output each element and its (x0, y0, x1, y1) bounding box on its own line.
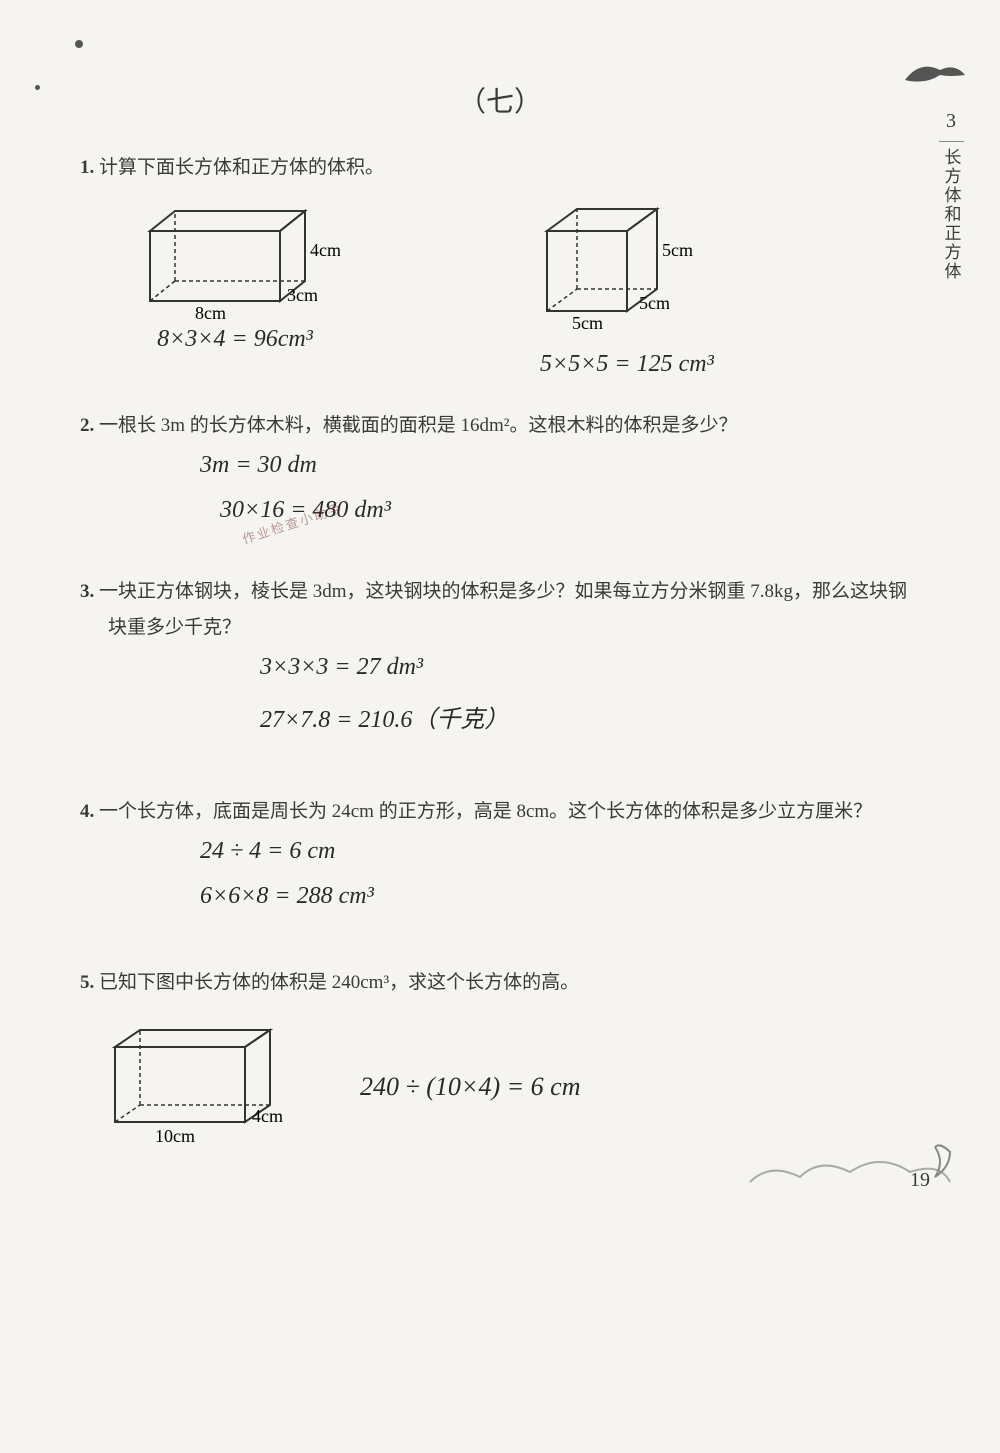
problem-4: 4. 一个长方体，底面是周长为 24cm 的正方形，高是 8cm。这个长方体的体… (80, 794, 920, 910)
bird-decoration (900, 55, 970, 95)
dim-d: 3cm (287, 285, 318, 305)
chapter-tab: 3 长方体和正方体 (937, 110, 965, 286)
dim-h: 5cm (662, 240, 693, 260)
handwritten-work: 27×7.8 = 210.6（千克） (260, 699, 920, 734)
problem-3: 3. 一块正方体钢块，棱长是 3dm，这块钢块的体积是多少？如果每立方分米钢重 … (80, 574, 920, 734)
problem-text: 3. 一块正方体钢块，棱长是 3dm，这块钢块的体积是多少？如果每立方分米钢重 … (80, 574, 920, 646)
handwritten-work: 3×3×3 = 27 dm³ (260, 654, 920, 681)
dim-d: 4cm (252, 1106, 283, 1126)
handwritten-answer: 8×3×4 = 96cm³ (157, 326, 313, 353)
problem-5: 5. 已知下图中长方体的体积是 240cm³，求这个长方体的高。 4cm 10c… (80, 965, 920, 1151)
dim-w: 8cm (195, 303, 226, 321)
handwritten-work: 24 ÷ 4 = 6 cm (200, 838, 920, 865)
handwritten-work: 6×6×8 = 288 cm³ (200, 883, 920, 910)
problem-text: 1. 计算下面长方体和正方体的体积。 (80, 150, 920, 186)
cuboid-svg: 4cm 10cm (100, 1022, 300, 1152)
problem-2: 2. 一根长 3m 的长方体木料，横截面的面积是 16dm²。这根木料的体积是多… (80, 408, 920, 524)
dim-h: 4cm (310, 240, 340, 260)
problem-text: 4. 一个长方体，底面是周长为 24cm 的正方形，高是 8cm。这个长方体的体… (80, 794, 920, 830)
chapter-number: 3 (937, 110, 965, 133)
handwritten-work: 3m = 30 dm (200, 452, 920, 479)
handwritten-answer: 5×5×5 = 125 cm³ (540, 351, 714, 378)
page-number: 19 (910, 1169, 930, 1192)
scan-dot (35, 85, 40, 90)
cube-svg: 5cm 5cm 5cm (527, 201, 707, 331)
problem-text: 5. 已知下图中长方体的体积是 240cm³，求这个长方体的高。 (80, 965, 920, 1001)
cuboid-figure: 4cm 3cm 8cm 8×3×4 = 96cm³ (130, 201, 340, 378)
chapter-name: 长方体和正方体 (939, 141, 964, 281)
page-title: （七） (80, 80, 920, 120)
dim-w: 10cm (155, 1126, 195, 1146)
handwritten-work: 240 ÷ (10×4) = 6 cm (360, 1072, 581, 1102)
cuboid-svg: 4cm 3cm 8cm (130, 201, 340, 321)
cube-figure: 5cm 5cm 5cm 5×5×5 = 125 cm³ (520, 201, 714, 378)
scan-dot (75, 40, 83, 48)
problem-1: 1. 计算下面长方体和正方体的体积。 4cm 3cm 8cm 8×3×4 = 9… (80, 150, 920, 378)
dim-d: 5cm (639, 293, 670, 313)
worksheet-page: 3 长方体和正方体 （七） 1. 计算下面长方体和正方体的体积。 4cm 3cm… (0, 0, 1000, 1232)
dim-w: 5cm (572, 313, 603, 331)
problem-text: 2. 一根长 3m 的长方体木料，横截面的面积是 16dm²。这根木料的体积是多… (80, 408, 920, 444)
